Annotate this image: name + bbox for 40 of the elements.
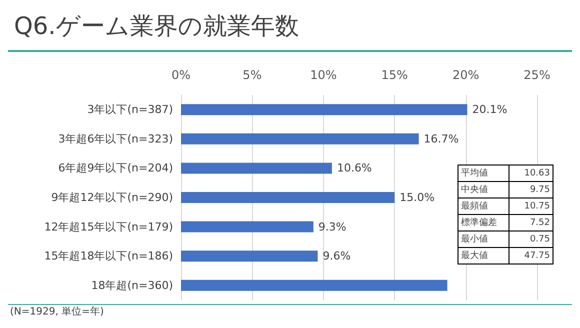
y-tick-label: 9年超12年以下(n=290): [51, 191, 173, 204]
x-tick-label: 5%: [242, 68, 262, 82]
data-label: 20.1%: [472, 103, 508, 116]
y-tick-label: 6年超9年以下(n=204): [58, 162, 173, 175]
annotation: 10.63: [524, 168, 550, 178]
data-label: 15.0%: [400, 191, 435, 204]
bar: [181, 104, 468, 116]
annotation: 中央値: [461, 184, 488, 195]
annotation: 最小値: [461, 233, 488, 244]
annotation: 標準偏差: [461, 216, 497, 228]
annotation: 0.75: [530, 234, 550, 244]
bar: [181, 192, 395, 203]
annotation: 最大値: [461, 250, 488, 261]
bar: [181, 280, 448, 291]
annotation: 10.75: [524, 201, 550, 212]
bar: [181, 162, 332, 174]
x-tick-label: 0%: [171, 68, 191, 82]
bar: [181, 221, 314, 232]
data-label: 16.7%: [424, 132, 459, 146]
chart-title: Q6.ゲーム業界の就業年数: [14, 12, 299, 40]
x-tick-label: 25%: [524, 68, 550, 82]
y-tick-label: 3年以下(n=387): [87, 103, 173, 116]
y-tick-label: 3年超6年以下(n=323): [58, 132, 173, 146]
y-tick-label: 12年超15年以下(n=179): [44, 220, 173, 234]
y-tick-label: 15年超18年以下(n=186): [44, 250, 173, 263]
data-label: 10.6%: [336, 162, 372, 175]
annotation: 47.75: [524, 250, 550, 261]
bar: [181, 250, 318, 262]
bar: [181, 133, 419, 144]
annotation: 平均値: [461, 167, 488, 178]
annotation: 9.75: [530, 184, 550, 195]
x-tick-label: 10%: [310, 68, 337, 82]
annotation: 7.52: [530, 218, 550, 228]
data-label: 9.3%: [318, 220, 346, 234]
y-tick-label: 18年超(n=360): [91, 278, 173, 292]
x-tick-label: 15%: [381, 68, 408, 82]
x-tick-label: 20%: [452, 68, 480, 82]
text: (N=1929, 単位=年): [10, 306, 104, 318]
data-label: 9.6%: [322, 250, 351, 263]
annotation: 最頻値: [461, 200, 488, 212]
